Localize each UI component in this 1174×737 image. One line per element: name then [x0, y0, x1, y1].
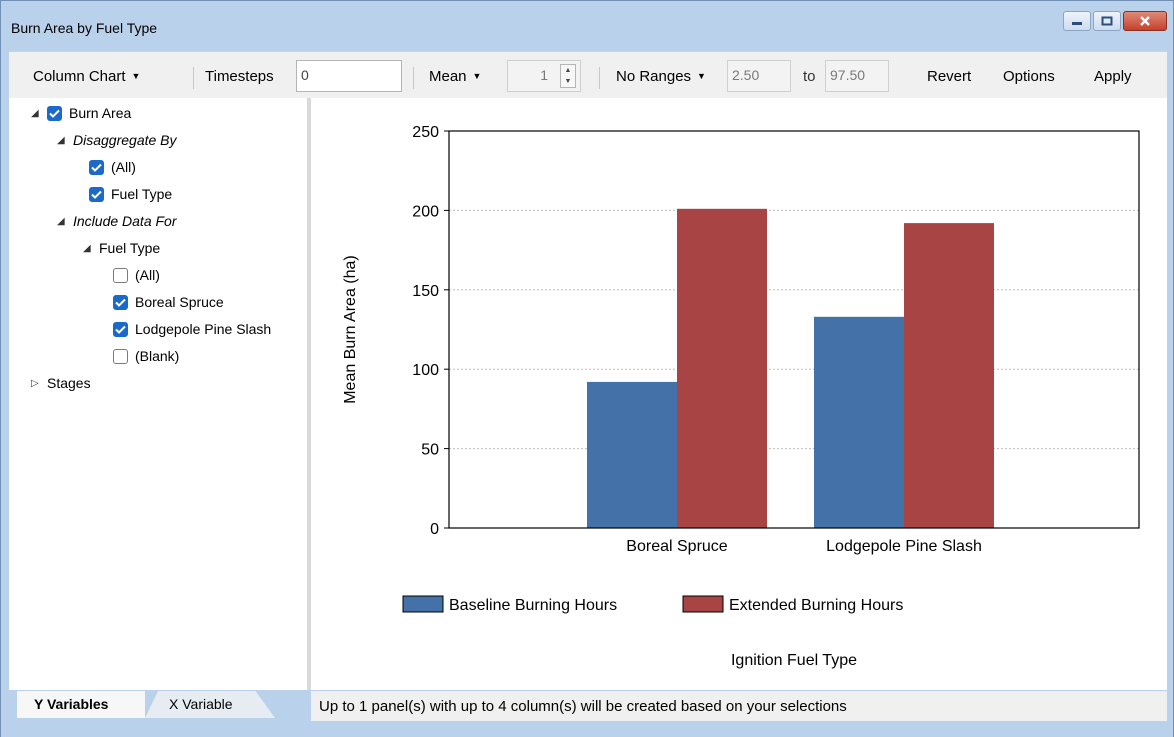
tree-label: Lodgepole Pine Slash	[135, 321, 272, 337]
legend-swatch-1	[682, 595, 724, 613]
options-button[interactable]: Options	[1003, 68, 1055, 85]
checkbox-inc-blank[interactable]	[113, 348, 128, 364]
expand-triangle-icon[interactable]: ◢	[57, 215, 65, 227]
maximize-button[interactable]	[1093, 11, 1121, 31]
tree-node-dis-fuel-type[interactable]: Fuel Type	[89, 182, 172, 206]
tree-node-disaggregate-by[interactable]: ◢ Disaggregate By	[57, 128, 177, 152]
tab-y-variables[interactable]: Y Variables	[17, 691, 145, 718]
bar-extended-1	[904, 223, 994, 528]
ranges-label: No Ranges	[616, 68, 692, 85]
tree-node-stages[interactable]: ▷ Stages	[31, 371, 91, 395]
revert-button[interactable]: Revert	[927, 68, 972, 85]
plot-frame	[448, 130, 1140, 529]
x-tick-label: Lodgepole Pine Slash	[826, 538, 982, 555]
tree-node-include-data-for[interactable]: ◢ Include Data For	[57, 209, 177, 233]
chevron-down-icon: ▼	[131, 71, 141, 81]
tree-label: Burn Area	[69, 105, 132, 121]
tree-node-inc-blank[interactable]: (Blank)	[113, 344, 179, 368]
checkmark-icon	[91, 190, 102, 199]
checkbox-dis-fuel-type[interactable]	[89, 186, 104, 202]
collapse-triangle-icon[interactable]: ▷	[31, 377, 39, 389]
ranges-dropdown[interactable]: No Ranges ▼	[616, 68, 706, 85]
close-button[interactable]	[1123, 11, 1167, 31]
status-text: Up to 1 panel(s) with up to 4 column(s) …	[319, 698, 847, 715]
checkbox-inc-lodgepole[interactable]	[113, 321, 128, 337]
variables-tree-panel: ◢ Burn Area ◢ Disaggregate By (All) Fuel…	[9, 98, 311, 690]
y-tick-label: 250	[412, 124, 439, 141]
expand-triangle-icon[interactable]: ◢	[31, 107, 39, 119]
tree-node-burn-area[interactable]: ◢ Burn Area	[31, 101, 131, 125]
chart-type-dropdown[interactable]: Column Chart ▼	[33, 68, 140, 85]
tree-node-inc-all[interactable]: (All)	[113, 263, 160, 287]
close-icon	[1140, 16, 1150, 26]
x-tick-label: Boreal Spruce	[626, 538, 727, 555]
tree-node-inc-boreal[interactable]: Boreal Spruce	[113, 290, 224, 314]
tree-label: Include Data For	[73, 213, 177, 229]
spinner-value: 1	[540, 67, 548, 83]
tree-node-inc-fuel-type[interactable]: ◢ Fuel Type	[83, 236, 160, 260]
tree-label: Boreal Spruce	[135, 294, 224, 310]
timesteps-input[interactable]: 0	[296, 60, 402, 92]
tree-node-dis-all[interactable]: (All)	[89, 155, 136, 179]
checkbox-inc-boreal[interactable]	[113, 294, 128, 310]
bar-baseline-1	[814, 316, 904, 528]
timesteps-label: Timesteps	[205, 68, 274, 85]
x-axis-label: Ignition Fuel Type	[731, 652, 857, 669]
y-tick-label: 0	[430, 521, 439, 538]
legend-label: Baseline Burning Hours	[449, 597, 617, 614]
spinner-arrows-icon[interactable]: ▲ ▼	[560, 64, 576, 88]
y-tick-label: 200	[412, 203, 439, 220]
chart-type-label: Column Chart	[33, 68, 126, 85]
range-low-input[interactable]: 2.50	[727, 60, 791, 92]
checkmark-icon	[115, 298, 126, 307]
tree-label: (All)	[111, 159, 136, 175]
minimize-icon	[1072, 22, 1082, 25]
legend-swatch-0	[402, 595, 444, 613]
expand-triangle-icon[interactable]: ◢	[57, 134, 65, 146]
expand-triangle-icon[interactable]: ◢	[83, 242, 91, 254]
tab-strip: Y Variables X Variable	[9, 691, 311, 718]
tab-x-variable[interactable]: X Variable	[145, 691, 275, 718]
checkbox-dis-all[interactable]	[89, 159, 104, 175]
status-bar: Up to 1 panel(s) with up to 4 column(s) …	[311, 691, 1167, 721]
checkbox-inc-all[interactable]	[113, 267, 128, 283]
percentile-spinner[interactable]: 1 ▲ ▼	[507, 60, 581, 92]
y-tick-label: 50	[421, 442, 439, 459]
checkmark-icon	[91, 163, 102, 172]
bar-baseline-0	[587, 381, 677, 528]
toolbar: Column Chart ▼ Timesteps 0 Mean ▼ 1 ▲ ▼ No …	[9, 51, 1167, 98]
checkmark-icon	[49, 109, 60, 118]
y-tick-label: 100	[412, 362, 439, 379]
bar-extended-0	[677, 208, 767, 528]
window-title: Burn Area by Fuel Type	[11, 20, 158, 36]
tree-label: Fuel Type	[111, 186, 173, 202]
minimize-button[interactable]	[1063, 11, 1091, 31]
tree-node-inc-lodgepole[interactable]: Lodgepole Pine Slash	[113, 317, 271, 341]
legend-label: Extended Burning Hours	[729, 597, 903, 614]
range-high-input[interactable]: 97.50	[825, 60, 889, 92]
column-chart: Boreal Spruce Lodgepole Pine Slash 0 50 100 1…	[342, 124, 1140, 669]
apply-button[interactable]: Apply	[1094, 68, 1132, 85]
statistic-dropdown[interactable]: Mean ▼	[429, 68, 481, 85]
statistic-label: Mean	[429, 68, 467, 85]
window-bottom-border	[1, 721, 1173, 737]
checkmark-icon	[115, 325, 126, 334]
y-axis-label: Mean Burn Area (ha)	[342, 255, 359, 404]
checkbox-burn-area[interactable]	[47, 105, 62, 121]
title-bar: Burn Area by Fuel Type	[1, 11, 1173, 56]
chevron-down-icon: ▼	[697, 71, 706, 81]
y-tick-label: 150	[412, 283, 439, 300]
chart-panel: Boreal Spruce Lodgepole Pine Slash 0 50 100 1…	[311, 98, 1167, 690]
tree-label: (Blank)	[135, 348, 180, 364]
maximize-icon	[1101, 16, 1113, 26]
tree-label: Fuel Type	[99, 240, 161, 256]
tree-label: Disaggregate By	[73, 132, 177, 148]
tree-label: (All)	[135, 267, 160, 283]
range-to-label: to	[803, 68, 816, 85]
tree-label: Stages	[47, 375, 91, 391]
chevron-down-icon: ▼	[472, 71, 482, 81]
